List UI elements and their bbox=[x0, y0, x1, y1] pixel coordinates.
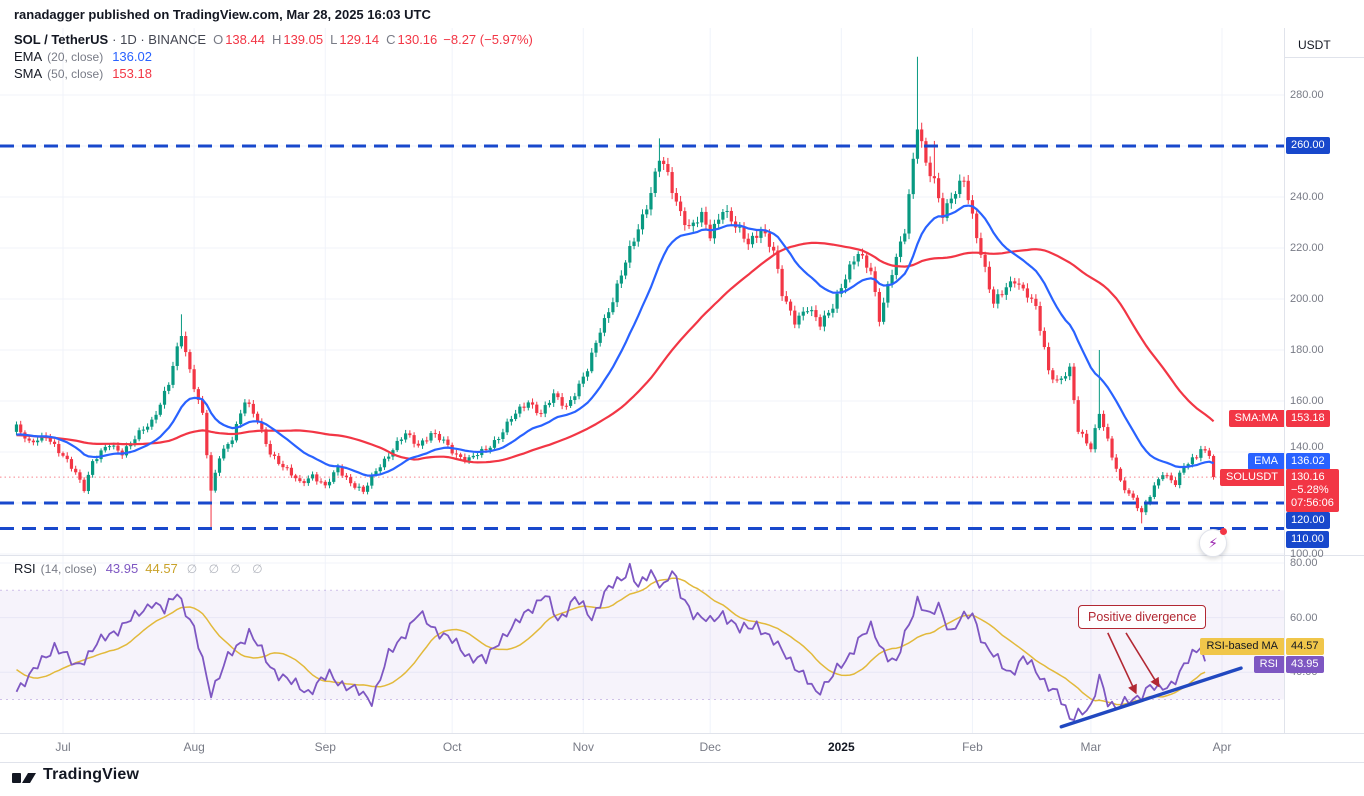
close-value: 130.16 bbox=[397, 32, 438, 47]
close-label: C bbox=[386, 32, 396, 47]
price-tick-240: 240.00 bbox=[1290, 191, 1324, 203]
rsi-hidden-values: ∅ ∅ ∅ ∅ bbox=[186, 562, 267, 576]
ema-legend-name: EMA bbox=[14, 49, 43, 64]
time-axis-label-oct[interactable]: Oct bbox=[442, 740, 462, 754]
price-tick-100: 100.00 bbox=[1290, 548, 1324, 560]
footer-brand[interactable]: TradingView bbox=[12, 766, 139, 784]
sma-legend-name: SMA bbox=[14, 66, 43, 81]
time-axis-label-apr[interactable]: Apr bbox=[1212, 740, 1232, 754]
high-value: 139.05 bbox=[283, 32, 324, 47]
tradingview-logo-icon bbox=[12, 772, 36, 783]
rsi-axis-badge: 43.95 bbox=[1286, 656, 1324, 673]
price-tick-180: 180.00 bbox=[1290, 344, 1324, 356]
tradingview-wordmark: TradingView bbox=[43, 766, 140, 783]
open-value: 138.44 bbox=[225, 32, 265, 47]
sma-legend-value: 153.18 bbox=[112, 66, 152, 81]
bar-close-countdown: 07:56:06 bbox=[1291, 497, 1334, 509]
last-price-axis-tab: SOLUSDT bbox=[1220, 469, 1284, 486]
price-axis-currency[interactable]: USDT bbox=[1298, 38, 1331, 52]
ema-axis-tab: EMA bbox=[1248, 453, 1284, 470]
rsi-ma-axis-tab: RSI-based MA bbox=[1200, 638, 1284, 655]
rsi-legend-row[interactable]: RSI (14, close) 43.95 44.57 ∅ ∅ ∅ ∅ bbox=[14, 561, 267, 576]
open-label: O bbox=[213, 32, 224, 47]
rsi-legend-value: 43.95 bbox=[105, 561, 139, 576]
price-tick-200: 200.00 bbox=[1290, 293, 1324, 305]
rsi-ma-legend-value: 44.57 bbox=[145, 561, 178, 576]
time-axis-label-jul[interactable]: Jul bbox=[55, 740, 71, 754]
symbol-meta[interactable]: · 1D · BINANCE bbox=[112, 32, 207, 47]
low-value: 129.14 bbox=[339, 32, 380, 47]
time-axis-label-aug[interactable]: Aug bbox=[183, 740, 205, 754]
time-axis-label-dec[interactable]: Dec bbox=[699, 740, 721, 754]
level-badge-110[interactable]: 110.00 bbox=[1286, 531, 1329, 548]
high-label: H bbox=[271, 32, 282, 47]
price-tick-220: 220.00 bbox=[1290, 242, 1324, 254]
rsi-ma-axis-badge: 44.57 bbox=[1286, 638, 1324, 655]
attribution-text: ranadagger published on TradingView.com,… bbox=[14, 7, 431, 22]
rsi-legend-name: RSI bbox=[14, 561, 36, 576]
positive-divergence-label[interactable]: Positive divergence bbox=[1078, 605, 1207, 629]
time-axis-label-sep[interactable]: Sep bbox=[314, 740, 336, 754]
ema-legend-value: 136.02 bbox=[112, 49, 152, 64]
time-axis-label-mar[interactable]: Mar bbox=[1080, 740, 1102, 754]
change-value: −8.27 (−5.97%) bbox=[443, 32, 533, 47]
time-axis-label-nov[interactable]: Nov bbox=[572, 740, 594, 754]
last-price-change-pct: −5.28% bbox=[1291, 484, 1329, 496]
last-price-badge[interactable]: 130.16 −5.28% 07:56:06 bbox=[1286, 469, 1339, 512]
price-tick-280: 280.00 bbox=[1290, 89, 1324, 101]
symbol-legend: SOL / TetherUS · 1D · BINANCE O 138.44 H 139.… bbox=[14, 31, 533, 82]
notification-dot bbox=[1220, 528, 1227, 535]
rsi-legend-params: (14, close) bbox=[40, 562, 97, 576]
sma-legend-row[interactable]: SMA (50, close) 153.18 bbox=[14, 65, 533, 82]
sma-legend-params: (50, close) bbox=[47, 67, 104, 81]
ema-legend-params: (20, close) bbox=[47, 50, 104, 64]
flash-icon: ⚡ bbox=[1208, 534, 1218, 551]
level-badge-260[interactable]: 260.00 bbox=[1286, 137, 1330, 154]
flash-icon-button[interactable]: ⚡ bbox=[1199, 528, 1227, 557]
time-axis-label-2025[interactable]: 2025 bbox=[827, 740, 855, 754]
level-badge-120[interactable]: 120.00 bbox=[1286, 512, 1330, 529]
sma-axis-tab: SMA:MA bbox=[1228, 410, 1284, 427]
time-axis-label-feb[interactable]: Feb bbox=[962, 740, 983, 754]
symbol-row: SOL / TetherUS · 1D · BINANCE O 138.44 H 139.… bbox=[14, 31, 533, 48]
rsi-axis-tab: RSI bbox=[1253, 656, 1284, 673]
rsi-tick-80: 80.00 bbox=[1290, 557, 1318, 569]
rsi-tick-60: 60.00 bbox=[1290, 611, 1318, 624]
ema-axis-badge: 136.02 bbox=[1286, 453, 1330, 470]
price-tick-160: 160.00 bbox=[1290, 395, 1324, 407]
sma-axis-badge: 153.18 bbox=[1286, 410, 1330, 427]
symbol-title[interactable]: SOL / TetherUS bbox=[14, 32, 109, 47]
last-price-value: 130.16 bbox=[1291, 471, 1325, 483]
low-label: L bbox=[330, 32, 338, 47]
price-tick-140: 140.00 bbox=[1290, 441, 1324, 453]
ema-legend-row[interactable]: EMA (20, close) 136.02 bbox=[14, 48, 533, 65]
